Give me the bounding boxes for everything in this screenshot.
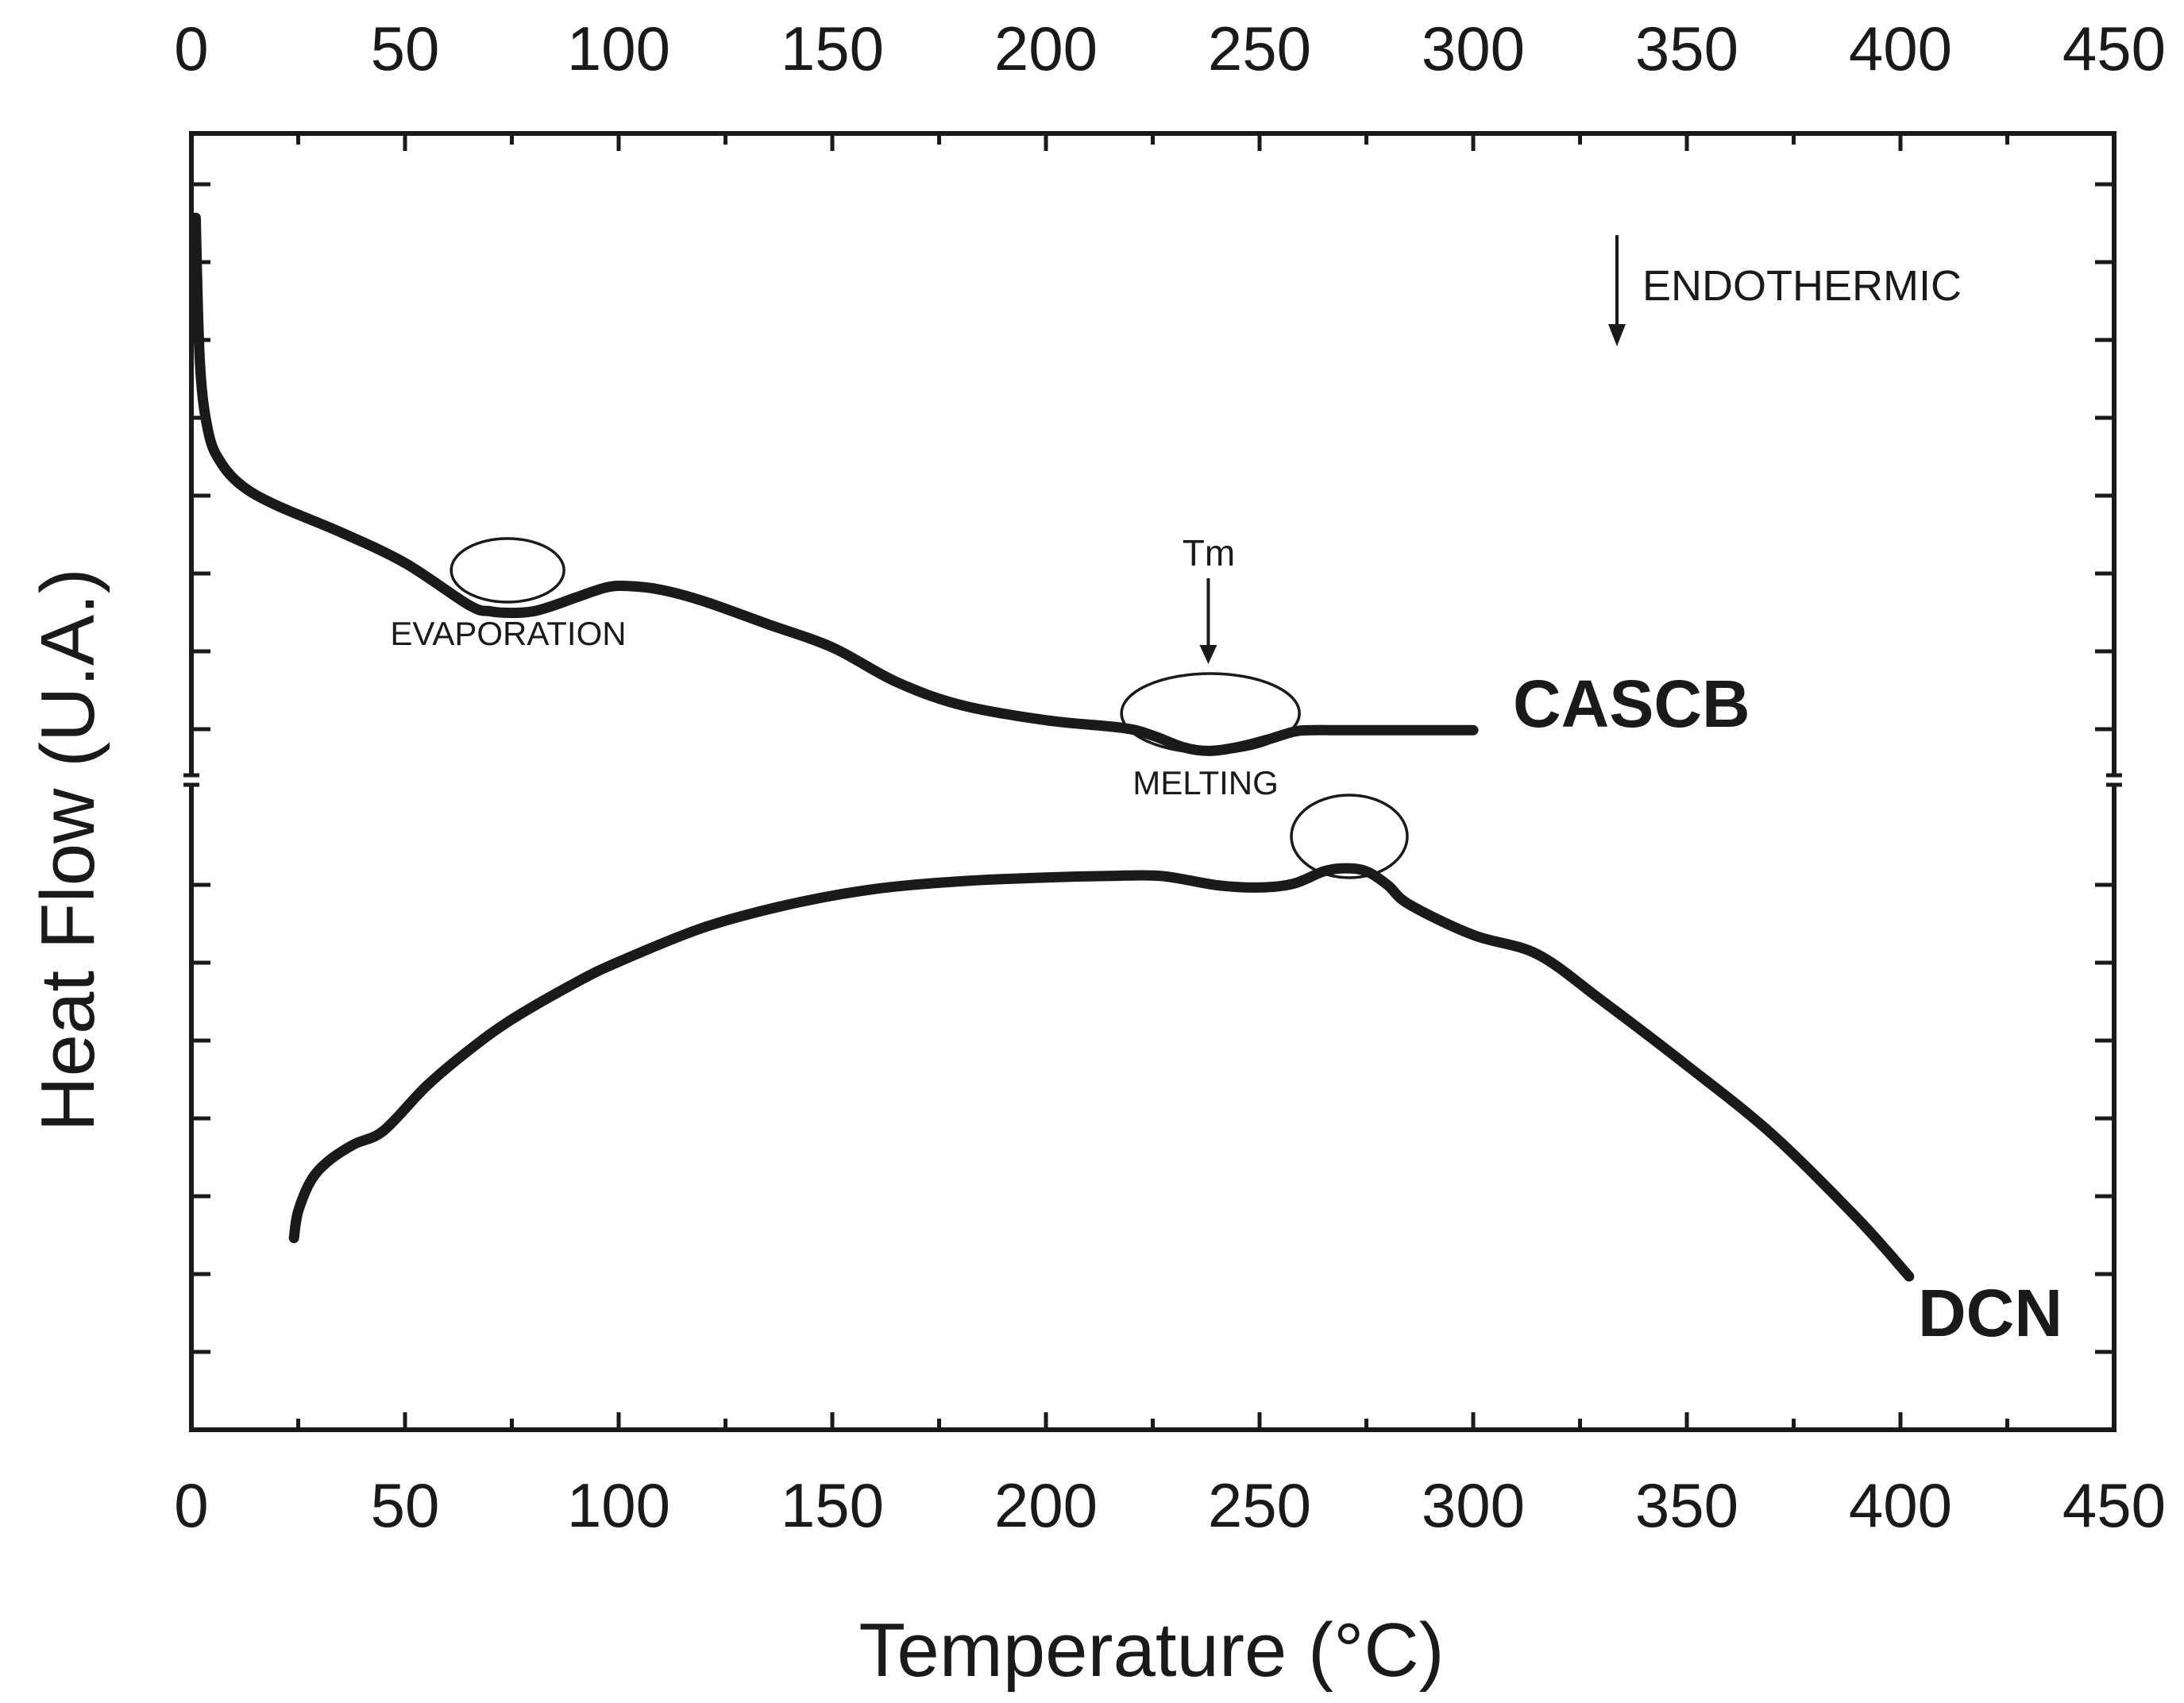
x-tick-label-top: 200 bbox=[994, 14, 1098, 83]
x-tick-label-top: 0 bbox=[174, 14, 208, 83]
x-tick-label-top: 300 bbox=[1422, 14, 1525, 83]
x-tick-label-bottom: 350 bbox=[1635, 1470, 1738, 1540]
tm-label: Tm bbox=[1183, 532, 1235, 573]
series-label-cascb: CASCB bbox=[1513, 666, 1750, 741]
endothermic-label: ENDOTHERMIC bbox=[1642, 262, 1962, 310]
x-tick-label-bottom: 150 bbox=[781, 1470, 884, 1540]
melting-label: MELTING bbox=[1133, 764, 1279, 801]
x-tick-label-bottom: 200 bbox=[994, 1470, 1098, 1540]
x-tick-label-bottom: 50 bbox=[371, 1470, 440, 1540]
melting-ellipse bbox=[1120, 672, 1301, 755]
x-tick-label-bottom: 0 bbox=[174, 1470, 208, 1540]
series-label-dcn: DCN bbox=[1918, 1276, 2062, 1350]
x-tick-label-bottom: 300 bbox=[1422, 1470, 1525, 1540]
top-axis-tick-labels: 0 50 100 150 200 250 300 350 400 450 bbox=[174, 14, 2166, 83]
series-line-cascb bbox=[190, 212, 1479, 756]
x-tick-label-top: 150 bbox=[781, 14, 884, 83]
x-tick-label-top: 450 bbox=[2062, 14, 2166, 83]
x-tick-label-bottom: 400 bbox=[1849, 1470, 1952, 1540]
bottom-axis-tick-labels: 0 50 100 150 200 250 300 350 400 450 bbox=[174, 1470, 2166, 1540]
series-line-dcn bbox=[288, 863, 1915, 1282]
x-tick-label-top: 350 bbox=[1635, 14, 1738, 83]
x-tick-label-top: 400 bbox=[1849, 14, 1952, 83]
annotations bbox=[450, 235, 1626, 879]
tm-arrowhead bbox=[1199, 645, 1217, 664]
x-tick-label-bottom: 100 bbox=[567, 1470, 670, 1540]
x-axis-title: Temperature (°C) bbox=[859, 1608, 1444, 1693]
endothermic-arrowhead bbox=[1608, 324, 1626, 346]
data-curves bbox=[190, 212, 1915, 1282]
x-tick-label-bottom: 250 bbox=[1208, 1470, 1311, 1540]
x-tick-label-top: 250 bbox=[1208, 14, 1311, 83]
plot-frame bbox=[183, 131, 2122, 1432]
plot-frame-border bbox=[189, 131, 2116, 1432]
x-tick-label-bottom: 450 bbox=[2062, 1470, 2166, 1540]
evaporation-label: EVAPORATION bbox=[390, 615, 626, 652]
evaporation-ellipse bbox=[450, 537, 565, 604]
x-tick-label-top: 100 bbox=[567, 14, 670, 83]
x-tick-label-top: 50 bbox=[371, 14, 440, 83]
y-axis-title: Heat Flow (U.A.) bbox=[25, 568, 110, 1131]
dcn-peak-ellipse bbox=[1290, 794, 1409, 879]
